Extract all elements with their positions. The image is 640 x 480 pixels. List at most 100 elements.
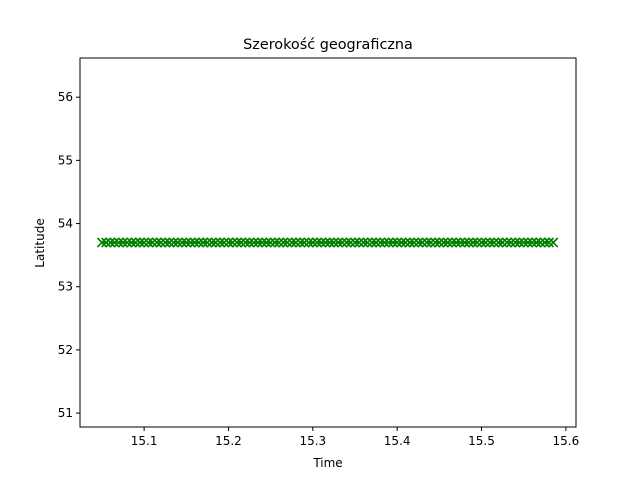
- data-point-x-marker: [505, 237, 517, 248]
- data-point-x-marker: [354, 237, 365, 248]
- data-point-x-marker: [143, 237, 154, 248]
- data-point-x-marker: [299, 237, 310, 248]
- data-point-x-marker: [105, 237, 116, 248]
- data-point-x-marker: [214, 237, 226, 248]
- chart-title: Szerokość geograficzna: [243, 37, 413, 53]
- data-point-x-marker: [349, 237, 361, 248]
- data-point-x-marker: [358, 237, 369, 248]
- data-point-x-marker: [455, 237, 466, 248]
- data-point-x-marker: [451, 237, 462, 248]
- data-point-x-marker: [202, 237, 213, 248]
- data-point-x-marker: [244, 237, 255, 248]
- data-point-x-marker: [219, 237, 230, 248]
- data-point-x-marker: [265, 237, 276, 248]
- data-point-x-marker: [366, 237, 377, 248]
- data-point-x-marker: [337, 237, 348, 248]
- data-point-x-marker: [206, 237, 217, 248]
- data-point-x-marker: [96, 237, 107, 248]
- data-point-x-marker: [311, 237, 323, 248]
- data-point-x-marker: [101, 237, 112, 248]
- data-point-x-marker: [261, 237, 272, 248]
- x-tick-label: 15.1: [131, 434, 158, 448]
- data-point-x-marker: [396, 237, 407, 248]
- data-point-x-marker: [476, 237, 487, 248]
- data-point-x-marker: [130, 237, 141, 248]
- data-point-x-marker: [269, 237, 280, 248]
- data-point-x-marker: [231, 237, 242, 248]
- data-point-x-marker: [510, 237, 521, 248]
- data-point-x-marker: [434, 237, 445, 248]
- data-point-x-marker: [316, 237, 327, 248]
- data-point-x-marker: [400, 237, 411, 248]
- data-point-x-marker: [468, 237, 479, 248]
- data-point-x-marker: [413, 237, 424, 248]
- series-layer: [96, 237, 559, 248]
- data-point-x-marker: [548, 237, 559, 248]
- y-tick-label: 51: [58, 406, 73, 420]
- data-point-x-marker: [320, 237, 331, 248]
- data-point-x-marker: [459, 237, 470, 248]
- data-point-x-marker: [341, 237, 352, 248]
- y-tick-label: 53: [58, 280, 73, 294]
- data-point-x-marker: [497, 237, 508, 248]
- x-tick-label: 15.3: [299, 434, 326, 448]
- data-point-x-marker: [252, 237, 264, 248]
- data-point-x-marker: [438, 237, 449, 248]
- data-point-x-marker: [240, 237, 251, 248]
- tick-layer: 15.1 15.2 15.3 15.4 15.5 15.6 51 52 53 54 55 56: [58, 90, 580, 448]
- data-point-x-marker: [333, 237, 344, 248]
- data-point-x-marker: [139, 237, 150, 248]
- data-point-x-marker: [303, 237, 314, 248]
- data-point-x-marker: [480, 237, 491, 248]
- y-tick-label: 56: [58, 90, 73, 104]
- data-point-x-marker: [501, 237, 512, 248]
- data-point-x-marker: [375, 237, 386, 248]
- y-tick-label: 52: [58, 343, 73, 357]
- data-point-x-marker: [155, 237, 167, 248]
- data-point-x-marker: [463, 237, 474, 248]
- data-point-x-marker: [126, 237, 137, 248]
- data-point-x-marker: [379, 237, 390, 248]
- data-point-x-marker: [295, 237, 306, 248]
- x-tick-label: 15.6: [553, 434, 580, 448]
- data-point-x-marker: [223, 237, 234, 248]
- data-point-x-marker: [210, 237, 221, 248]
- data-point-x-marker: [257, 237, 268, 248]
- data-point-x-marker: [198, 237, 209, 248]
- data-point-x-marker: [472, 237, 483, 248]
- data-point-x-marker: [185, 237, 196, 248]
- data-point-x-marker: [371, 237, 382, 248]
- data-point-x-marker: [193, 237, 205, 248]
- data-point-x-marker: [417, 237, 428, 248]
- data-point-x-marker: [442, 237, 453, 248]
- data-point-x-marker: [117, 237, 129, 248]
- data-point-x-marker: [307, 237, 318, 248]
- data-point-x-marker: [543, 237, 555, 248]
- data-point-x-marker: [387, 237, 399, 248]
- data-point-x-marker: [282, 237, 293, 248]
- data-point-x-marker: [539, 237, 550, 248]
- y-tick-label: 55: [58, 153, 73, 167]
- data-point-x-marker: [392, 237, 403, 248]
- data-point-x-marker: [430, 237, 441, 248]
- y-tick-label: 54: [58, 217, 73, 231]
- data-point-x-marker: [109, 237, 120, 248]
- data-point-x-marker: [274, 237, 285, 248]
- data-point-x-marker: [514, 237, 525, 248]
- data-point-x-marker: [328, 237, 339, 248]
- data-point-x-marker: [189, 237, 200, 248]
- data-point-x-marker: [408, 237, 420, 248]
- data-point-x-marker: [383, 237, 394, 248]
- data-point-x-marker: [484, 237, 496, 248]
- x-tick-label: 15.2: [215, 434, 242, 448]
- data-point-x-marker: [362, 237, 373, 248]
- x-tick-label: 15.5: [468, 434, 495, 448]
- y-axis-label: Latitude: [33, 218, 47, 267]
- data-point-x-marker: [181, 237, 192, 248]
- data-point-x-marker: [278, 237, 289, 248]
- data-point-x-marker: [248, 237, 259, 248]
- data-point-x-marker: [286, 237, 297, 248]
- data-point-x-marker: [290, 237, 302, 248]
- data-point-x-marker: [522, 237, 533, 248]
